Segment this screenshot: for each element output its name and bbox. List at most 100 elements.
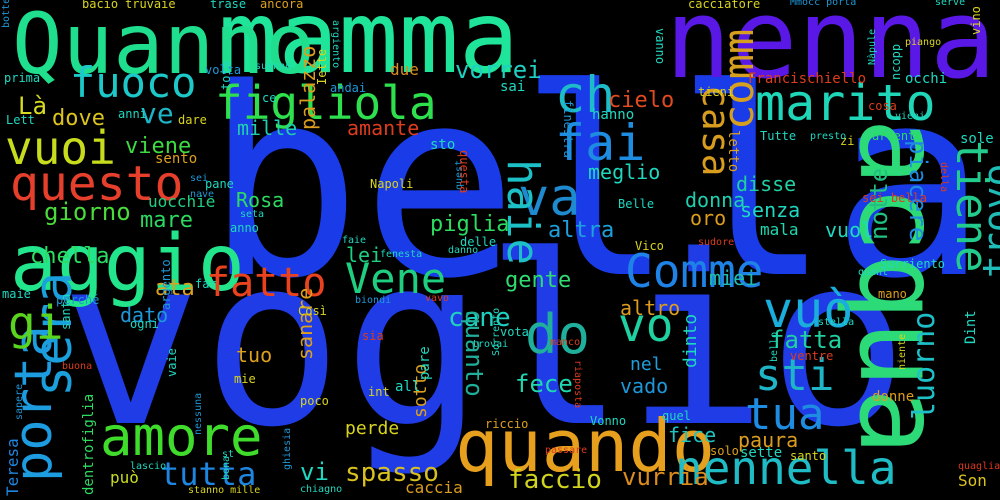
word-serve: serve <box>935 0 966 8</box>
word-solo: solo <box>710 444 739 458</box>
word-passare: passare <box>545 445 588 456</box>
word-viene: viene <box>125 134 192 159</box>
word-luorno: luorno <box>907 311 942 420</box>
word-bello: bello <box>769 331 780 362</box>
word-vado: vado <box>620 374 669 398</box>
word-uocchie: uocchie <box>148 192 216 211</box>
word-mille: mille <box>237 116 298 140</box>
word-sto: sto <box>430 137 456 153</box>
word-zi: zi <box>840 134 855 148</box>
word-buona: buona <box>62 361 93 372</box>
word-stella: stella <box>818 317 855 328</box>
word-la: Là <box>18 92 47 120</box>
word-lei: lei <box>346 243 383 267</box>
word-manco: manco <box>550 337 581 348</box>
word-bella: bella <box>205 34 988 336</box>
word-giorno: giorno <box>44 198 131 226</box>
word-fuoco: fuoco <box>70 58 197 107</box>
word-ce: ce <box>262 91 277 105</box>
word-fatto: fatto <box>206 260 327 306</box>
word-bacio: bacio <box>82 0 119 11</box>
word-tutta: tutta <box>160 455 257 493</box>
word-perde: perde <box>345 418 400 439</box>
word-ata: ata <box>155 276 195 301</box>
word-trase: trase <box>210 0 247 11</box>
word-suonno: suonno <box>255 61 292 72</box>
word-letto: letto <box>725 130 741 173</box>
word-fece: fece <box>515 370 573 398</box>
word-rosa: Rosa <box>236 188 285 212</box>
word-iette: Iette <box>315 48 329 85</box>
word-ogni: ogni <box>130 317 159 331</box>
word-surriento: Surriento <box>880 257 946 271</box>
word-quando: quando <box>455 404 716 488</box>
word-sia: sia <box>362 329 384 343</box>
word-do: do <box>525 303 591 366</box>
word-caccia: caccia <box>405 478 463 497</box>
word-perche: perché <box>56 293 100 307</box>
word-aggio: aggio <box>10 219 245 309</box>
word-gente: gente <box>505 268 572 293</box>
word-argiento: argiento <box>330 20 341 69</box>
word-danno: danno <box>448 245 479 256</box>
word-mie: mie <box>234 372 256 386</box>
word-prima: prima <box>4 71 41 85</box>
word-disse: disse <box>736 172 797 196</box>
word-quanto: quanto <box>460 310 488 397</box>
word-quaglia: quaglia <box>958 461 1000 472</box>
word-voglio: voglio <box>60 206 909 479</box>
word-figliola: figliola <box>215 76 437 130</box>
word-far: far <box>195 277 217 291</box>
word-napoli: Napoli <box>370 177 414 191</box>
word-vavo: vavo <box>425 293 450 304</box>
word-vorrei: vorrei <box>455 56 542 84</box>
word-lascio: lascio <box>130 461 167 472</box>
word-nennella: nennella <box>675 441 897 495</box>
word-sento: sento <box>155 151 198 167</box>
word-fatta: fatta <box>770 326 843 354</box>
word-presto: presto <box>810 131 847 142</box>
word-anni: anni <box>118 107 147 121</box>
word-finestra: finestra <box>561 100 575 158</box>
word-volta: volta <box>205 63 242 77</box>
word-mmocc-porta: Mmocc porta <box>790 0 857 8</box>
word-sapere: sapere <box>14 383 25 420</box>
word-dint: Dint <box>963 310 979 344</box>
word-pare: pare <box>417 346 433 380</box>
word-altro: altro <box>620 296 681 320</box>
word-tua: tua <box>745 389 825 440</box>
word-riaposta: riaposta <box>572 360 583 409</box>
word-vi: vi <box>300 458 329 486</box>
word-faie: faie <box>342 235 367 246</box>
word-seta: seta <box>240 209 265 220</box>
word-mano: mano <box>878 287 907 301</box>
word-nessuna: nessuna <box>193 392 204 435</box>
word-riccio: riccio <box>485 417 529 431</box>
word-donne: donne <box>872 389 915 405</box>
word-vurria: vurria <box>622 463 709 491</box>
word-vaie: vaie <box>165 348 179 377</box>
word-gi: gi <box>8 296 64 350</box>
word-tutte: Tutte <box>760 129 797 143</box>
word-cosi: Così <box>298 304 327 318</box>
word-fai: fai <box>555 114 646 172</box>
word-vo: vo <box>618 298 674 352</box>
word-cane: cane <box>448 303 511 333</box>
word-quel: quel <box>662 409 691 423</box>
word-questa: questa <box>457 150 471 194</box>
word-dinto: dinto <box>680 313 701 368</box>
word-meglio: meglio <box>588 160 661 184</box>
word-son: Son <box>958 471 987 490</box>
word-mala: mala <box>760 220 799 239</box>
word-francischiello: Francischiello <box>748 71 867 87</box>
word-sai: sai <box>500 79 526 95</box>
word-sanare: sanare <box>293 287 317 360</box>
word-nenna: nenna <box>665 0 997 103</box>
word-pane: pane <box>205 177 234 191</box>
word-cosa: cosa <box>868 99 897 113</box>
word-belle: Belle <box>618 197 655 211</box>
word-tieni: tieni <box>698 85 735 99</box>
word-truvaie: truvaie <box>125 0 176 11</box>
word-dato: dato <box>120 303 169 327</box>
word-fice: fice <box>668 423 717 447</box>
